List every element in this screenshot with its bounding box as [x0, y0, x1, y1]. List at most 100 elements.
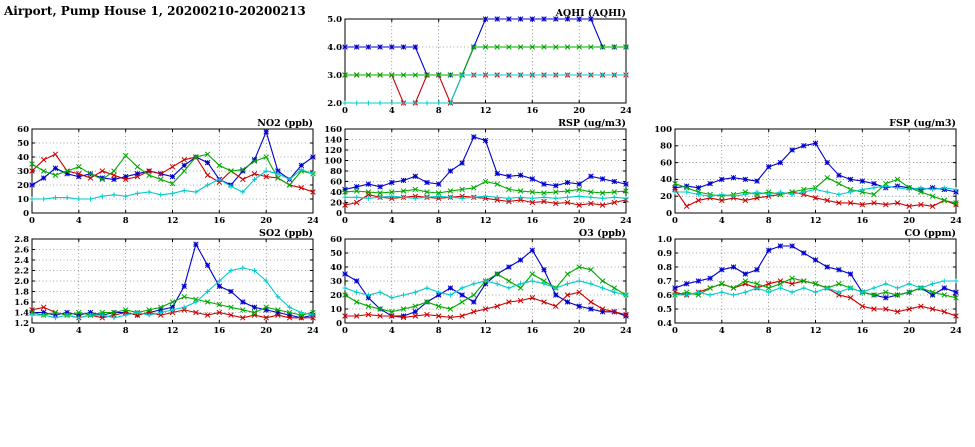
svg-text:1.2: 1.2 [14, 319, 29, 329]
svg-text:20: 20 [573, 106, 585, 116]
series-markers-cyan [672, 278, 959, 298]
svg-text:0: 0 [23, 209, 29, 219]
svg-text:12: 12 [167, 216, 179, 226]
chart-svg: 0 10 20 30 40 50 60 0 4 8 12 16 20 24 O3 (ppb) [330, 228, 632, 336]
svg-text:0: 0 [29, 326, 35, 336]
chart-co: 0.4 0.5 0.6 0.7 0.8 0.9 1.0 0 4 8 12 16 20 24 CO (ppm) [647, 228, 962, 336]
svg-text:60: 60 [660, 158, 672, 168]
svg-text:12: 12 [480, 216, 492, 226]
svg-text:16: 16 [856, 326, 868, 336]
series-markers-green [29, 151, 316, 188]
svg-text:0: 0 [29, 216, 35, 226]
series-markers-red [342, 289, 629, 321]
svg-text:4: 4 [76, 326, 82, 336]
svg-text:4.0: 4.0 [327, 43, 342, 53]
svg-text:0: 0 [672, 216, 678, 226]
svg-text:8: 8 [436, 106, 442, 116]
chart-svg: 0.4 0.5 0.6 0.7 0.8 0.9 1.0 0 4 8 12 16 20 24 CO (ppm) [657, 228, 962, 336]
svg-text:4: 4 [389, 326, 395, 336]
svg-text:0: 0 [336, 209, 342, 219]
svg-text:20: 20 [573, 326, 585, 336]
svg-text:16: 16 [213, 326, 225, 336]
svg-text:10: 10 [330, 305, 342, 315]
svg-text:10: 10 [17, 195, 29, 205]
svg-text:3.0: 3.0 [327, 71, 342, 81]
svg-text:8: 8 [436, 326, 442, 336]
svg-text:40: 40 [330, 188, 342, 198]
series-markers-cyan [29, 167, 316, 202]
svg-text:40: 40 [17, 153, 29, 163]
series-markers-cyan [342, 193, 629, 201]
svg-text:30: 30 [17, 167, 29, 177]
series-markers-blue [29, 129, 316, 188]
svg-text:12: 12 [480, 106, 492, 116]
series-markers-green [342, 264, 629, 315]
svg-text:16: 16 [213, 216, 225, 226]
series-markers-cyan [29, 265, 316, 321]
svg-text:20: 20 [260, 216, 272, 226]
svg-text:2.2: 2.2 [14, 266, 29, 276]
svg-text:2.0: 2.0 [327, 99, 342, 109]
series-markers-green [342, 178, 629, 196]
chart-title: NO2 (ppb) [257, 118, 313, 129]
chart-fsp: 0 20 40 60 80 100 0 4 8 12 16 20 24 FSP (ug/m3) [647, 118, 962, 226]
svg-text:16: 16 [526, 106, 538, 116]
svg-text:40: 40 [660, 175, 672, 185]
series-markers-green [342, 44, 629, 78]
svg-text:16: 16 [526, 216, 538, 226]
svg-text:20: 20 [330, 291, 342, 301]
svg-text:2.8: 2.8 [14, 235, 29, 245]
series-line-green [31, 153, 314, 186]
chart-svg: 0 20 40 60 80 100 0 4 8 12 16 20 24 FSP (ug/m3) [654, 118, 962, 226]
svg-text:20: 20 [660, 192, 672, 202]
svg-text:2.0: 2.0 [14, 277, 29, 287]
svg-text:80: 80 [330, 167, 342, 177]
svg-text:0: 0 [672, 326, 678, 336]
svg-text:12: 12 [167, 326, 179, 336]
svg-text:0.6: 0.6 [657, 291, 672, 301]
svg-text:20: 20 [573, 216, 585, 226]
svg-text:160: 160 [324, 125, 342, 135]
svg-text:80: 80 [660, 142, 672, 152]
svg-text:12: 12 [810, 326, 822, 336]
svg-text:24: 24 [950, 216, 961, 226]
svg-text:24: 24 [307, 216, 318, 226]
svg-text:24: 24 [620, 326, 631, 336]
svg-text:0.9: 0.9 [657, 249, 672, 259]
svg-text:16: 16 [526, 326, 538, 336]
svg-text:50: 50 [17, 139, 29, 149]
svg-text:100: 100 [654, 125, 672, 135]
svg-text:1.6: 1.6 [14, 298, 29, 308]
chart-o3: 0 10 20 30 40 50 60 0 4 8 12 16 20 24 O3 (ppb) [317, 228, 632, 336]
svg-text:2.4: 2.4 [14, 256, 29, 266]
svg-text:40: 40 [330, 263, 342, 273]
page-title: Airport, Pump House 1, 20200210-20200213 [4, 4, 306, 18]
svg-text:8: 8 [436, 216, 442, 226]
svg-text:24: 24 [620, 106, 631, 116]
svg-text:60: 60 [330, 177, 342, 187]
svg-text:24: 24 [620, 216, 631, 226]
svg-text:20: 20 [903, 216, 915, 226]
svg-text:12: 12 [480, 326, 492, 336]
svg-text:0: 0 [342, 106, 348, 116]
svg-text:20: 20 [903, 326, 915, 336]
series-markers-cyan [342, 72, 629, 106]
svg-text:0.8: 0.8 [657, 263, 672, 273]
svg-text:4: 4 [719, 326, 725, 336]
svg-text:2.6: 2.6 [14, 245, 29, 255]
series-markers-blue [342, 134, 629, 193]
svg-text:140: 140 [324, 135, 342, 145]
chart-title: RSP (ug/m3) [558, 118, 626, 129]
svg-text:0.5: 0.5 [657, 305, 672, 315]
series-markers-red [29, 151, 316, 195]
svg-text:8: 8 [123, 216, 129, 226]
svg-text:120: 120 [324, 146, 342, 156]
series-line-green [344, 180, 627, 194]
svg-text:0: 0 [336, 319, 342, 329]
chart-svg: 2.0 3.0 4.0 5.0 0 4 8 12 16 20 24 AQHI (AQHI) [327, 8, 632, 116]
svg-text:20: 20 [260, 326, 272, 336]
svg-text:30: 30 [330, 277, 342, 287]
svg-text:60: 60 [17, 125, 29, 135]
